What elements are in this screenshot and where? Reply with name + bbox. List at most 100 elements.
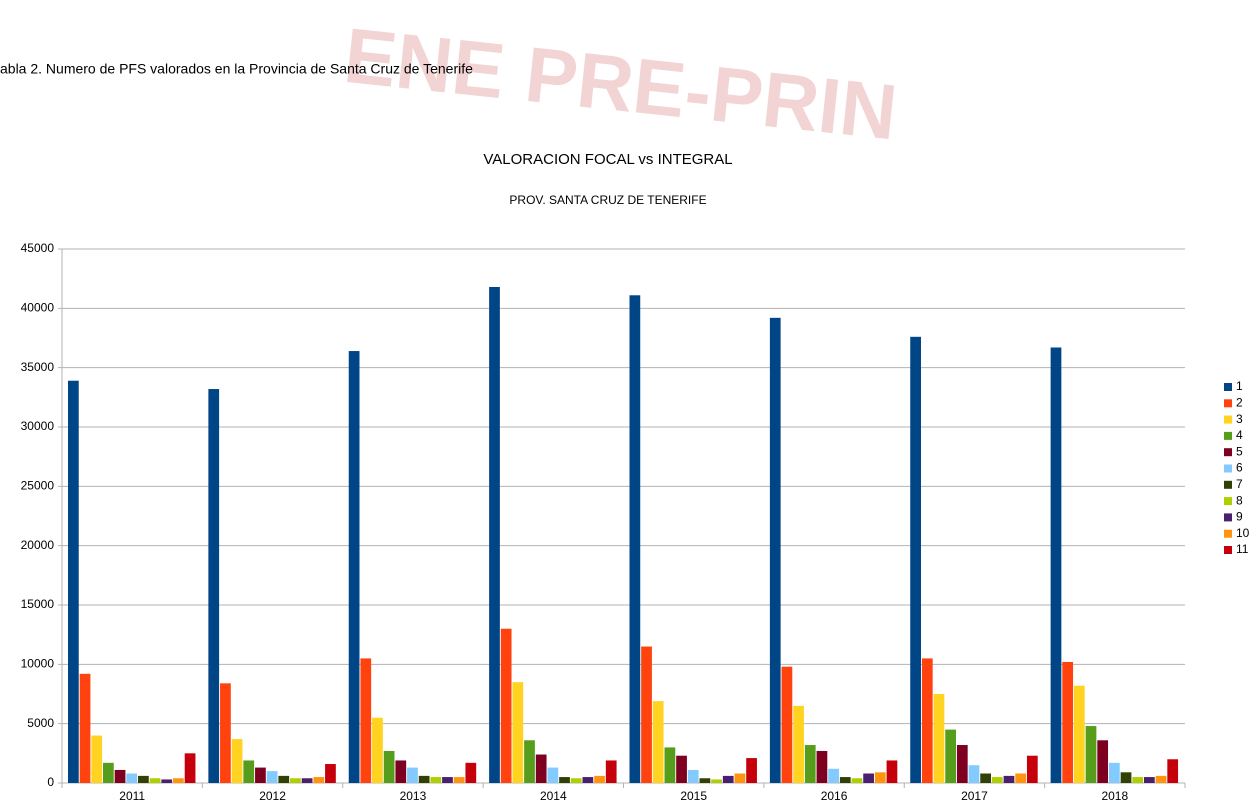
legend-label: 2 bbox=[1236, 395, 1243, 409]
legend-label: 1 bbox=[1236, 379, 1243, 393]
bar bbox=[652, 701, 664, 783]
y-tick-label: 5000 bbox=[27, 716, 54, 730]
legend-swatch bbox=[1224, 497, 1232, 506]
bar bbox=[418, 775, 430, 783]
bar bbox=[605, 760, 617, 783]
legend-label: 3 bbox=[1236, 412, 1243, 426]
bar bbox=[664, 747, 676, 783]
y-tick-label: 15000 bbox=[21, 597, 55, 611]
y-tick-label: 25000 bbox=[21, 479, 55, 493]
legend-label: 4 bbox=[1236, 428, 1243, 442]
x-tick-label: 2011 bbox=[119, 789, 145, 803]
bar bbox=[220, 683, 231, 783]
bar bbox=[641, 646, 652, 783]
x-tick-label: 2018 bbox=[1101, 789, 1128, 803]
bar bbox=[290, 778, 301, 783]
bar bbox=[1108, 762, 1120, 783]
bar bbox=[582, 777, 594, 783]
bar bbox=[68, 380, 79, 783]
bar bbox=[465, 762, 477, 783]
x-tick-label: 2015 bbox=[680, 789, 707, 803]
bar bbox=[231, 739, 243, 783]
legend-swatch bbox=[1224, 480, 1232, 489]
x-tick-label: 2016 bbox=[821, 789, 848, 803]
x-tick-label: 2014 bbox=[540, 789, 567, 803]
x-tick-label: 2012 bbox=[259, 789, 286, 803]
bar bbox=[325, 764, 336, 783]
bar bbox=[184, 753, 196, 783]
bar bbox=[173, 778, 184, 783]
caption: abla 2. Numero de PFS valorados en la Pr… bbox=[0, 61, 473, 77]
bar bbox=[676, 755, 687, 783]
bar bbox=[559, 777, 570, 783]
y-tick-label: 40000 bbox=[21, 301, 55, 315]
legend-label: 5 bbox=[1236, 444, 1243, 458]
legend-swatch bbox=[1224, 399, 1232, 408]
legend-label: 11 bbox=[1236, 542, 1249, 556]
legend-label: 6 bbox=[1236, 461, 1243, 475]
bar bbox=[278, 775, 290, 783]
bar bbox=[524, 740, 535, 783]
bar bbox=[874, 772, 886, 783]
bar bbox=[512, 682, 524, 783]
bar bbox=[687, 769, 699, 783]
bar bbox=[161, 779, 173, 783]
bar bbox=[828, 768, 839, 783]
legend-label: 8 bbox=[1236, 493, 1243, 507]
bar bbox=[1155, 775, 1167, 783]
bar bbox=[1026, 755, 1038, 783]
bar bbox=[816, 750, 828, 783]
bar bbox=[91, 735, 103, 783]
bar bbox=[956, 745, 968, 783]
bar bbox=[383, 750, 395, 783]
bar bbox=[430, 777, 442, 783]
bar bbox=[138, 775, 149, 783]
y-tick-label: 10000 bbox=[21, 657, 55, 671]
legend-swatch bbox=[1224, 383, 1232, 391]
chart-title: VALORACION FOCAL vs INTEGRAL bbox=[483, 151, 732, 168]
legend-label: 7 bbox=[1236, 477, 1243, 491]
bar bbox=[769, 317, 781, 783]
bar bbox=[1167, 759, 1179, 783]
bar bbox=[1120, 772, 1132, 783]
bar bbox=[1062, 661, 1074, 783]
bar bbox=[1132, 777, 1144, 783]
bar bbox=[208, 389, 220, 783]
legend-swatch bbox=[1224, 431, 1232, 440]
bar bbox=[1143, 777, 1155, 783]
bar bbox=[1073, 685, 1085, 783]
bar bbox=[500, 628, 512, 783]
bar bbox=[781, 666, 793, 783]
bar bbox=[711, 779, 722, 783]
bar bbox=[1085, 726, 1097, 783]
bar bbox=[395, 760, 407, 783]
bar bbox=[699, 778, 711, 783]
legend-swatch bbox=[1224, 513, 1232, 522]
bar bbox=[793, 705, 804, 783]
legend-swatch bbox=[1224, 546, 1232, 554]
bar bbox=[1050, 347, 1062, 783]
bar bbox=[547, 767, 559, 783]
bar bbox=[1015, 773, 1027, 783]
x-tick-label: 2013 bbox=[400, 789, 427, 803]
y-tick-label: 30000 bbox=[21, 419, 55, 433]
bar bbox=[734, 773, 746, 783]
bar bbox=[851, 778, 863, 783]
bar bbox=[933, 694, 945, 783]
bar bbox=[372, 717, 383, 783]
bar bbox=[79, 673, 91, 783]
bar bbox=[535, 754, 547, 783]
bar bbox=[301, 778, 313, 783]
legend-swatch bbox=[1224, 529, 1232, 538]
bar bbox=[313, 777, 325, 783]
bar bbox=[149, 778, 161, 783]
legend-swatch bbox=[1224, 464, 1232, 473]
bar bbox=[453, 777, 465, 783]
bar bbox=[243, 760, 255, 783]
legend-label: 9 bbox=[1236, 510, 1243, 524]
watermark: ENE PRE-PRIN bbox=[340, 11, 901, 157]
bar bbox=[921, 658, 933, 783]
bar bbox=[442, 777, 453, 783]
y-tick-label: 35000 bbox=[21, 360, 55, 374]
